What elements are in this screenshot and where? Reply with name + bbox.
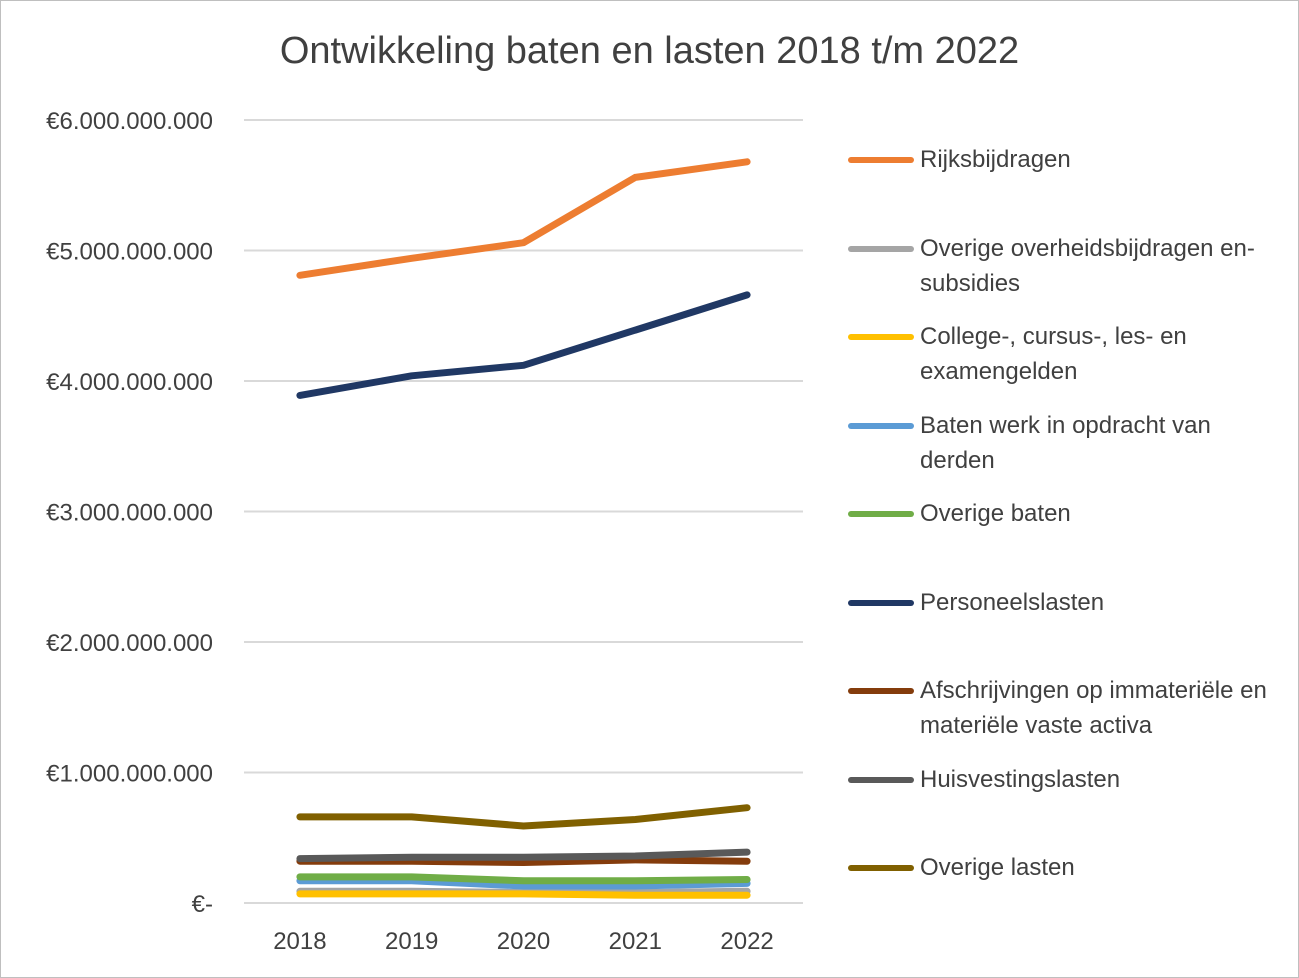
gridlines <box>244 119 803 904</box>
legend-label: Overige baten <box>920 500 1071 527</box>
legend-swatch <box>848 422 914 429</box>
legend-label: Huisvestingslasten <box>920 765 1121 793</box>
legend-label: Overige overheidsbijdragen en-subsidies <box>920 234 1255 297</box>
legend-swatch <box>848 334 914 340</box>
series-line <box>296 804 751 830</box>
legend-swatch <box>848 865 914 871</box>
chart-title: Ontwikkeling baten en lasten 2018 t/m 20… <box>279 30 1020 72</box>
legend-label: College-, cursus-, les- en examengelden <box>920 323 1187 385</box>
x-tick-label: 2022 <box>720 928 773 955</box>
legend-label: Overige lasten <box>920 854 1075 881</box>
legend-swatch <box>848 688 914 694</box>
legend-label: Personeelslasten <box>920 588 1105 616</box>
y-tick-label: €5.000.000.000 <box>46 239 213 266</box>
x-tick-label: 2021 <box>609 928 662 955</box>
series-line <box>296 873 751 885</box>
series-line <box>296 158 751 279</box>
x-tick-label: 2020 <box>497 928 550 955</box>
x-axis-ticks: 2018 2019 2020 2021 2022 <box>273 928 774 955</box>
legend-swatch <box>848 157 914 163</box>
y-tick-label: €6.000.000.000 <box>46 108 213 135</box>
legend-label: Rijksbijdragen <box>920 146 1071 173</box>
y-tick-label: €3.000.000.000 <box>46 500 213 527</box>
series-line <box>296 291 751 399</box>
legend-swatch <box>848 776 914 783</box>
y-axis-ticks: €- €1.000.000.000 €2.000.000.000 €3.000.000… <box>46 108 213 918</box>
series-line <box>296 877 751 890</box>
legend-label: Baten werk in opdracht van derden <box>920 411 1211 474</box>
legend-label: Afschrijvingen op immateriële en materië… <box>920 677 1267 739</box>
x-tick-label: 2018 <box>273 928 326 955</box>
y-tick-label: €4.000.000.000 <box>46 369 213 396</box>
series-lines <box>296 158 751 899</box>
y-tick-label: €2.000.000.000 <box>46 630 213 657</box>
series-line <box>296 848 751 863</box>
y-tick-label: €- <box>192 891 213 918</box>
y-tick-label: €1.000.000.000 <box>46 761 213 788</box>
legend-swatch <box>848 599 914 606</box>
x-tick-label: 2019 <box>385 928 438 955</box>
legend-swatch <box>848 245 914 252</box>
series-line <box>296 890 751 899</box>
legend-swatch <box>848 511 914 517</box>
